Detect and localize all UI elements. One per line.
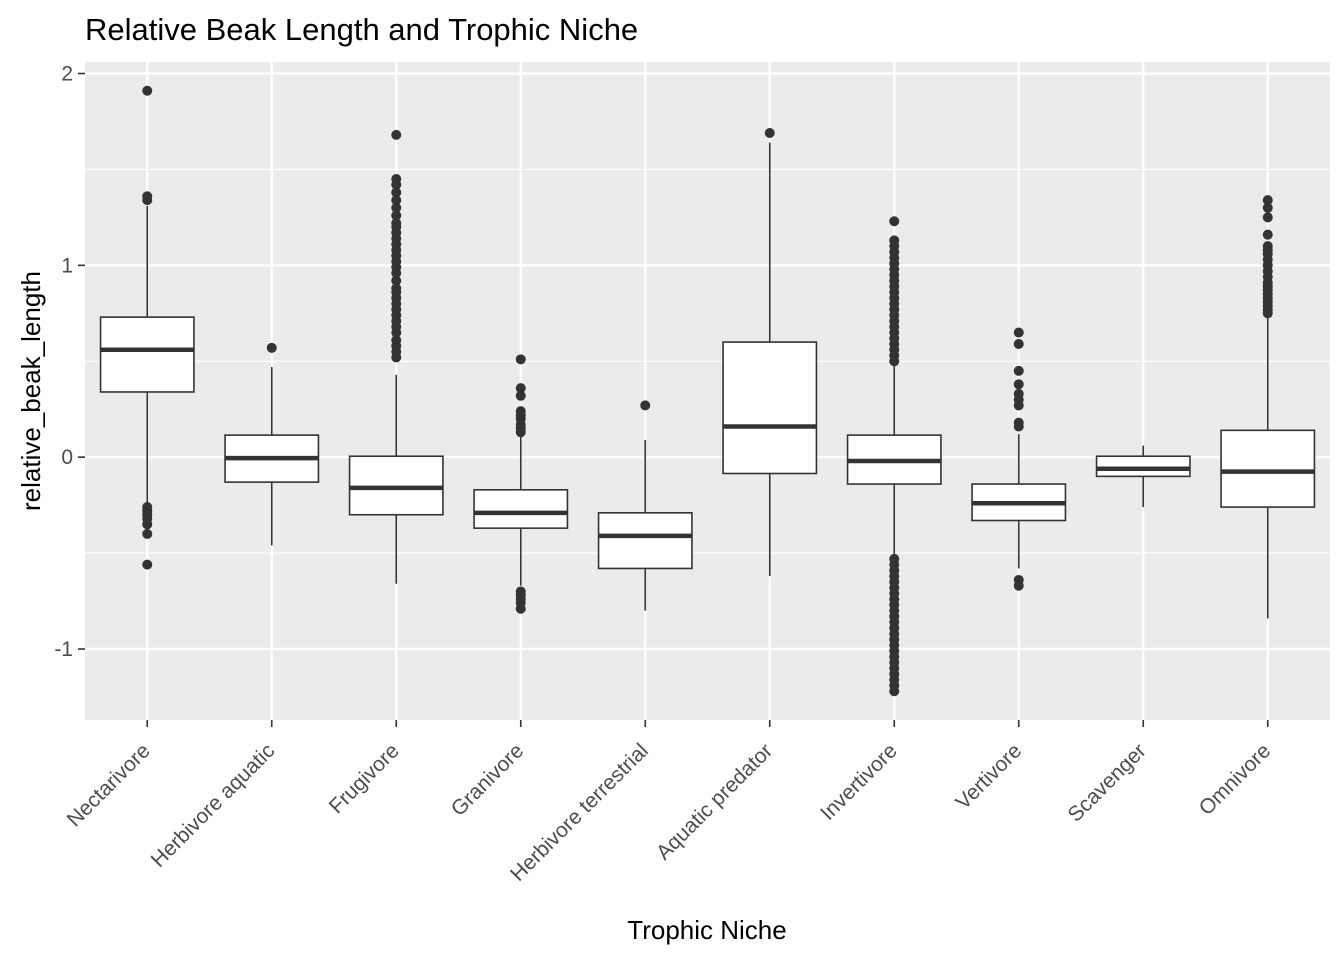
box-iqr [722, 341, 818, 475]
boxes-layer [99, 85, 1316, 697]
x-axis-title: Trophic Niche [627, 915, 786, 945]
x-tick-label: Vertivore [951, 739, 1026, 814]
box-invertivore [846, 216, 942, 697]
y-tick-label: 0 [61, 446, 73, 469]
outlier-point [391, 210, 402, 221]
outlier-point [1262, 308, 1273, 319]
outlier-point [142, 85, 153, 96]
outlier-point [266, 342, 277, 353]
box-herbivore-aquatic [224, 342, 320, 546]
box-iqr [597, 512, 693, 570]
outlier-point [1013, 379, 1024, 390]
x-tick-label: Frugivore [325, 739, 404, 818]
outlier-point [391, 275, 402, 286]
outlier-point [1013, 365, 1024, 376]
y-tick-label: 1 [61, 254, 73, 277]
plot-panel [85, 62, 1330, 720]
outlier-point [1262, 202, 1273, 213]
outlier-point [142, 519, 153, 530]
box-iqr [473, 488, 569, 529]
y-tick-label: -1 [54, 638, 73, 661]
outlier-point [764, 127, 775, 138]
chart-title: Relative Beak Length and Trophic Niche [85, 12, 638, 47]
box-iqr [1095, 455, 1191, 478]
x-tick-label: Scavenger [1064, 739, 1151, 826]
x-tick-label: Aquatic predator [652, 739, 777, 864]
box-frugivore [348, 129, 444, 584]
outlier-point [1262, 195, 1273, 206]
outlier-point [515, 427, 526, 438]
x-tick-label: Invertivore [816, 739, 902, 825]
box-omnivore [1220, 195, 1316, 619]
outlier-point [391, 352, 402, 363]
box-herbivore-terrestrial [597, 400, 693, 611]
outlier-point [640, 400, 651, 411]
box-iqr [1220, 429, 1316, 508]
outlier-point [515, 354, 526, 365]
outlier-point [1013, 421, 1024, 432]
x-tick-label: Granivore [447, 739, 528, 820]
outlier-point [515, 383, 526, 394]
outlier-point [515, 603, 526, 614]
outlier-point [1013, 327, 1024, 338]
outlier-point [515, 390, 526, 401]
outlier-point [889, 216, 900, 227]
outlier-point [391, 327, 402, 338]
outlier-point [889, 686, 900, 697]
outlier-point [1262, 229, 1273, 240]
box-vertivore [971, 327, 1067, 591]
y-tick-label: 2 [61, 63, 73, 86]
box-iqr [99, 316, 195, 393]
box-scavenger [1095, 445, 1191, 508]
outlier-point [142, 528, 153, 539]
x-tick-label: Herbivore terrestrial [506, 739, 653, 886]
outlier-point [391, 179, 402, 190]
outlier-point [142, 559, 153, 570]
x-tick-label: Nectarivore [63, 739, 155, 831]
x-tick-label: Herbivore aquatic [147, 739, 280, 872]
outlier-point [889, 356, 900, 367]
outlier-point [1013, 580, 1024, 591]
outlier-point [1262, 212, 1273, 223]
outlier-point [391, 268, 402, 279]
x-tick-label: Omnivore [1195, 739, 1276, 820]
box-nectarivore [99, 85, 195, 570]
box-iqr [348, 455, 444, 516]
outlier-point [391, 129, 402, 140]
outlier-point [1013, 339, 1024, 349]
box-aquatic-predator [722, 127, 818, 577]
outlier-point [391, 195, 402, 206]
y-axis-title: relative_beak_length [16, 271, 46, 511]
outlier-point [142, 195, 153, 206]
outlier-point [1013, 400, 1024, 411]
outlier-point [391, 202, 402, 213]
outlier-point [391, 187, 402, 198]
box-granivore [473, 354, 569, 614]
